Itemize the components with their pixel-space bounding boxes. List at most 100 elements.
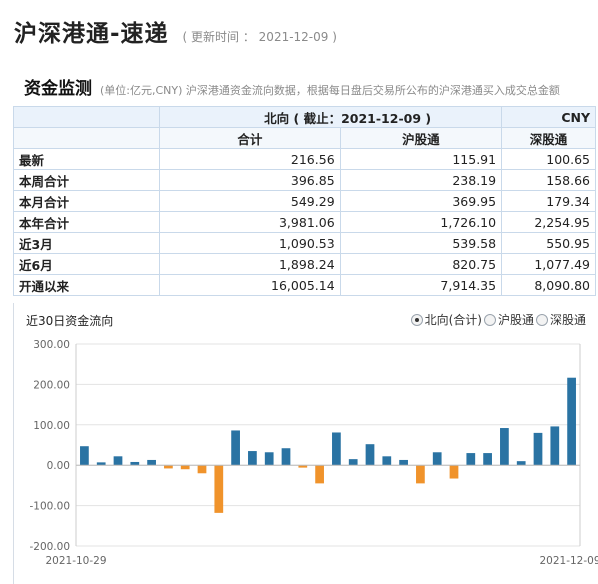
table-row: 本周合计 396.85 238.19 158.66 [13,169,596,191]
bar [264,452,274,466]
bar [180,465,190,470]
table-column-row: 合计 沪股通 深股通 [13,127,596,149]
cell-sz: 2,254.95 [501,211,596,233]
bar [449,465,459,479]
row-label: 本周合计 [13,169,160,191]
cell-total: 549.29 [159,190,341,212]
table-row: 近3月 1,090.53 539.58 550.95 [13,232,596,254]
cell-total: 396.85 [159,169,341,191]
row-label: 最新 [13,148,160,170]
cell-sh: 7,914.35 [339,274,503,296]
y-tick-label: 100.00 [33,420,70,432]
column-header [13,127,160,149]
cell-sz: 550.95 [501,232,596,254]
row-label: 近6月 [13,253,160,275]
bar [130,461,140,466]
bar [550,426,560,466]
radio-circle-icon [410,313,423,326]
table-row: 本年合计 3,981.06 1,726.10 2,254.95 [13,211,596,233]
x-end-label: 2021-12-09 [539,555,598,567]
bar [298,465,308,468]
cell-sh: 238.19 [339,169,503,191]
y-tick-label: -100.00 [29,501,70,513]
y-tick-label: 200.00 [33,379,70,391]
cell-sz: 8,090.80 [501,274,596,296]
radio-sh-connect[interactable]: 沪股通 [483,311,534,328]
bar [382,456,392,466]
cell-sh: 115.91 [339,148,503,170]
row-label: 本月合计 [13,190,160,212]
table-header-row: 北向 ( 截止：2021-12-09 ) CNY [13,106,596,128]
bar [500,428,509,466]
cell-total: 1,898.24 [159,253,341,275]
bar [164,465,173,469]
section-header: 资金监测 (单位:亿元,CNY) 沪深港通资金流向数据，根据每日盘后交易所公布的… [24,74,598,100]
column-header-total: 合计 [159,127,341,149]
bar [231,430,240,466]
cell-sh: 369.95 [339,190,503,212]
bar [399,459,408,466]
y-tick-label: -200.00 [29,541,70,553]
row-label: 本年合计 [13,211,160,233]
bar [315,465,324,484]
table-header-title: 北向 ( 截止：2021-12-09 ) [158,106,503,128]
radio-label: 沪股通 [497,313,534,327]
bar [96,462,106,466]
row-label: 近3月 [13,232,160,254]
y-tick-label: 300.00 [33,339,70,351]
bar [113,456,123,466]
cell-sz: 179.34 [501,190,596,212]
series-radio-group: 北向(合计) 沪股通 深股通 [409,311,586,328]
bar [332,432,341,466]
x-start-label: 2021-10-29 [45,555,106,567]
section-description: (单位:亿元,CNY) 沪深港通资金流向数据，根据每日盘后交易所公布的沪深港通买… [100,84,560,97]
radio-label: 北向(合计) [424,313,482,327]
table-row: 本月合计 549.29 369.95 179.34 [13,190,596,212]
bar [466,453,476,466]
bar [214,465,224,513]
radio-northbound-total[interactable]: 北向(合计) [410,311,482,328]
radio-circle-icon [535,313,548,326]
bar [432,452,442,466]
table-currency: CNY [501,106,596,128]
cell-sz: 1,077.49 [501,253,596,275]
cell-sz: 100.65 [501,148,596,170]
bar [365,444,375,466]
bar [567,377,576,466]
cell-total: 3,981.06 [159,211,341,233]
bar [197,465,207,474]
radio-sz-connect[interactable]: 深股通 [535,311,586,328]
bar [533,432,543,466]
bar [483,453,492,466]
radio-circle-icon [483,313,496,326]
page-title: 沪深港通-速递 [14,21,169,47]
column-header-sz: 深股通 [501,127,596,149]
table-row: 开通以来 16,005.14 7,914.35 8,090.80 [13,274,596,296]
bar [281,448,291,466]
table-row: 近6月 1,898.24 820.75 1,077.49 [13,253,596,275]
chart-title: 近30日资金流向 [26,314,114,328]
column-header-sh: 沪股通 [339,127,503,149]
flow-chart-panel: 300.00 200.00 100.00 0.00 -100.00 -200.00 2021… [13,303,598,584]
bar [348,459,358,466]
cell-sh: 539.58 [339,232,503,254]
bar [248,451,257,466]
page-header: 沪深港通-速递 ( 更新时间 ： 2021-12-09 ) [14,14,337,50]
row-label: 开通以来 [13,274,160,296]
cell-sz: 158.66 [501,169,596,191]
y-tick-label: 0.00 [47,460,70,472]
radio-label: 深股通 [549,313,586,327]
cell-total: 1,090.53 [159,232,341,254]
bar [80,446,89,466]
cell-sh: 820.75 [339,253,503,275]
section-title: 资金监测 [24,79,92,99]
bar [516,461,526,466]
cell-total: 16,005.14 [159,274,341,296]
flow-chart: 300.00 200.00 100.00 0.00 -100.00 -200.00 2021… [29,339,598,567]
table-row: 最新 216.56 115.91 100.65 [13,148,596,170]
bar [416,465,425,484]
summary-table: 北向 ( 截止：2021-12-09 ) CNY 合计 沪股通 深股通 最新 2… [13,106,596,296]
cell-total: 216.56 [159,148,341,170]
update-time: ( 更新时间 ： 2021-12-09 ) [182,30,337,44]
cell-sh: 1,726.10 [339,211,503,233]
